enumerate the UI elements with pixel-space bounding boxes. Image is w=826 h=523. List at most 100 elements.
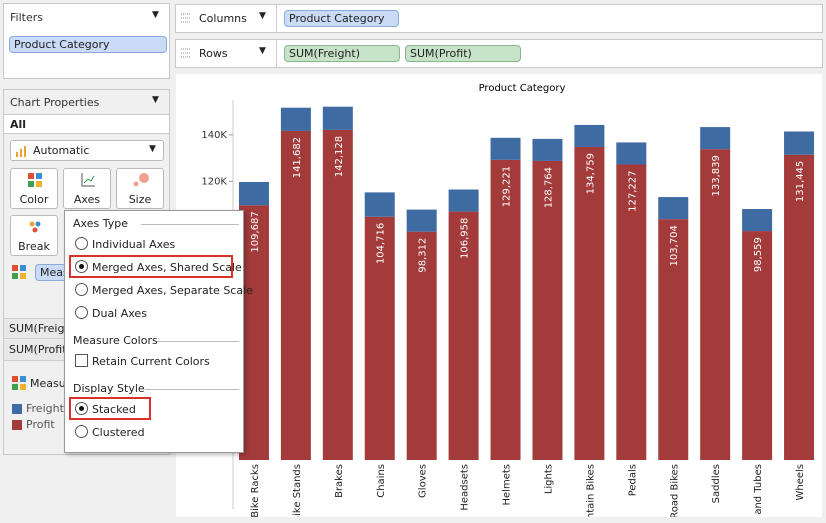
data-label: 131,445 xyxy=(795,161,806,202)
axes-button[interactable]: Axes xyxy=(63,168,111,209)
data-label: 109,687 xyxy=(250,211,261,252)
row-pill[interactable]: SUM(Freight) xyxy=(284,45,400,62)
data-label: 128,764 xyxy=(543,167,554,208)
radio-option[interactable]: Merged Axes, Separate Scale xyxy=(75,283,253,297)
color-icon xyxy=(28,173,42,187)
option-label: Dual Axes xyxy=(92,307,147,320)
size-button[interactable]: Size xyxy=(116,168,164,209)
highlight xyxy=(69,397,151,420)
checkbox-option[interactable]: Retain Current Colors xyxy=(75,354,210,368)
bar-segment xyxy=(616,164,647,460)
measure-row-label: SUM(Freigh xyxy=(9,322,72,335)
color-button[interactable]: Color xyxy=(10,168,58,209)
chart-title: Product Category xyxy=(479,83,566,94)
radio xyxy=(75,402,88,415)
data-label: 104,716 xyxy=(376,223,387,264)
bar-segment xyxy=(490,159,521,460)
radio xyxy=(75,283,88,296)
row-pill[interactable]: SUM(Profit) xyxy=(405,45,521,62)
y-tick-label: 120K xyxy=(201,176,227,187)
grip-icon xyxy=(181,48,191,58)
bar-segment xyxy=(406,209,437,232)
legend-swatch xyxy=(12,420,22,430)
grip-icon xyxy=(181,13,191,23)
dropdown-arrow[interactable]: ▼ xyxy=(152,95,159,105)
divider xyxy=(141,224,239,225)
bar-segment xyxy=(700,127,731,150)
radio xyxy=(75,260,88,273)
bar-segment xyxy=(364,192,395,217)
highlight xyxy=(69,255,233,278)
dropdown-arrow[interactable]: ▼ xyxy=(259,46,266,56)
x-tick-label: Helmets xyxy=(502,464,513,505)
column-pill[interactable]: Product Category xyxy=(284,10,399,27)
divider xyxy=(276,5,277,32)
data-label: 103,704 xyxy=(669,225,680,266)
legend-entry[interactable]: Profit xyxy=(26,418,55,431)
radio-option[interactable]: Individual Axes xyxy=(75,237,175,251)
bar-segment xyxy=(742,231,773,460)
bar-segment xyxy=(364,216,395,460)
bar-segment xyxy=(616,142,647,165)
bar-segment xyxy=(574,147,605,460)
bar-segment xyxy=(742,209,773,232)
data-label: 98,312 xyxy=(418,238,429,273)
bar-segment xyxy=(322,106,353,130)
data-label: 127,227 xyxy=(627,171,638,212)
bar-segment xyxy=(784,131,815,155)
shelf-label: Columns xyxy=(199,12,247,25)
rows-shelf: Rows ▼ SUM(Freight) SUM(Profit) xyxy=(175,39,823,68)
bar-segment xyxy=(532,160,563,460)
legend-entry[interactable]: Freight xyxy=(26,402,64,415)
x-tick-label: Pedals xyxy=(627,464,638,496)
data-label: 134,759 xyxy=(585,153,596,194)
bar-segment xyxy=(700,149,731,460)
radio xyxy=(75,306,88,319)
break-button[interactable]: Break xyxy=(10,215,58,256)
legend-swatch xyxy=(12,404,22,414)
radio-option[interactable]: Merged Axes, Shared Scale xyxy=(75,260,242,274)
option-label: Retain Current Colors xyxy=(92,355,210,368)
bar-segment xyxy=(574,124,605,148)
color-icon xyxy=(12,265,26,279)
data-label: 129,221 xyxy=(502,166,513,207)
chart-properties-title: Chart Properties xyxy=(10,96,100,109)
divider xyxy=(276,40,277,67)
dropdown-arrow[interactable]: ▼ xyxy=(259,11,266,21)
radio xyxy=(75,425,88,438)
radio-option[interactable]: Stacked xyxy=(75,402,136,416)
section-title: Axes Type xyxy=(73,217,128,230)
section-title: Display Style xyxy=(73,382,145,395)
data-label: 142,128 xyxy=(334,136,345,177)
filters-title: Filters xyxy=(10,11,43,24)
x-tick-label: Brakes xyxy=(334,464,345,498)
bar-segment xyxy=(658,219,689,460)
color-icon xyxy=(12,376,26,390)
bar-segment xyxy=(238,182,269,206)
option-label: Individual Axes xyxy=(92,238,176,251)
tab-bar: All xyxy=(4,114,169,134)
x-tick-label: Tires and Tubes xyxy=(753,464,764,517)
measure-row-label: SUM(Profit) xyxy=(9,343,71,356)
chart: Product Category 120K 140K Bike Racks 109,6… xyxy=(176,74,822,517)
x-tick-label: Bike Stands xyxy=(292,464,303,517)
bar-segment xyxy=(448,211,479,460)
bar-segment xyxy=(490,137,521,160)
dropdown-arrow[interactable]: ▼ xyxy=(152,10,159,20)
mark-type-select[interactable]: Automatic ▼ xyxy=(10,140,164,161)
radio xyxy=(75,237,88,250)
bar-segment xyxy=(532,138,563,161)
radio-option[interactable]: Dual Axes xyxy=(75,306,147,320)
radio-option[interactable]: Clustered xyxy=(75,425,145,439)
filter-pill[interactable]: Product Category xyxy=(9,36,167,53)
data-label: 106,958 xyxy=(460,218,471,259)
bar-icon xyxy=(16,146,26,157)
tab-all[interactable]: All xyxy=(10,118,27,131)
x-tick-label: Saddles xyxy=(711,464,722,503)
x-tick-label: Mountain Bikes xyxy=(585,464,596,517)
button-label: Axes xyxy=(73,193,101,206)
bar-segment xyxy=(406,231,437,460)
x-tick-label: Chains xyxy=(376,464,387,498)
axes-popup: Axes Type Individual Axes Merged Axes, S… xyxy=(64,210,253,453)
